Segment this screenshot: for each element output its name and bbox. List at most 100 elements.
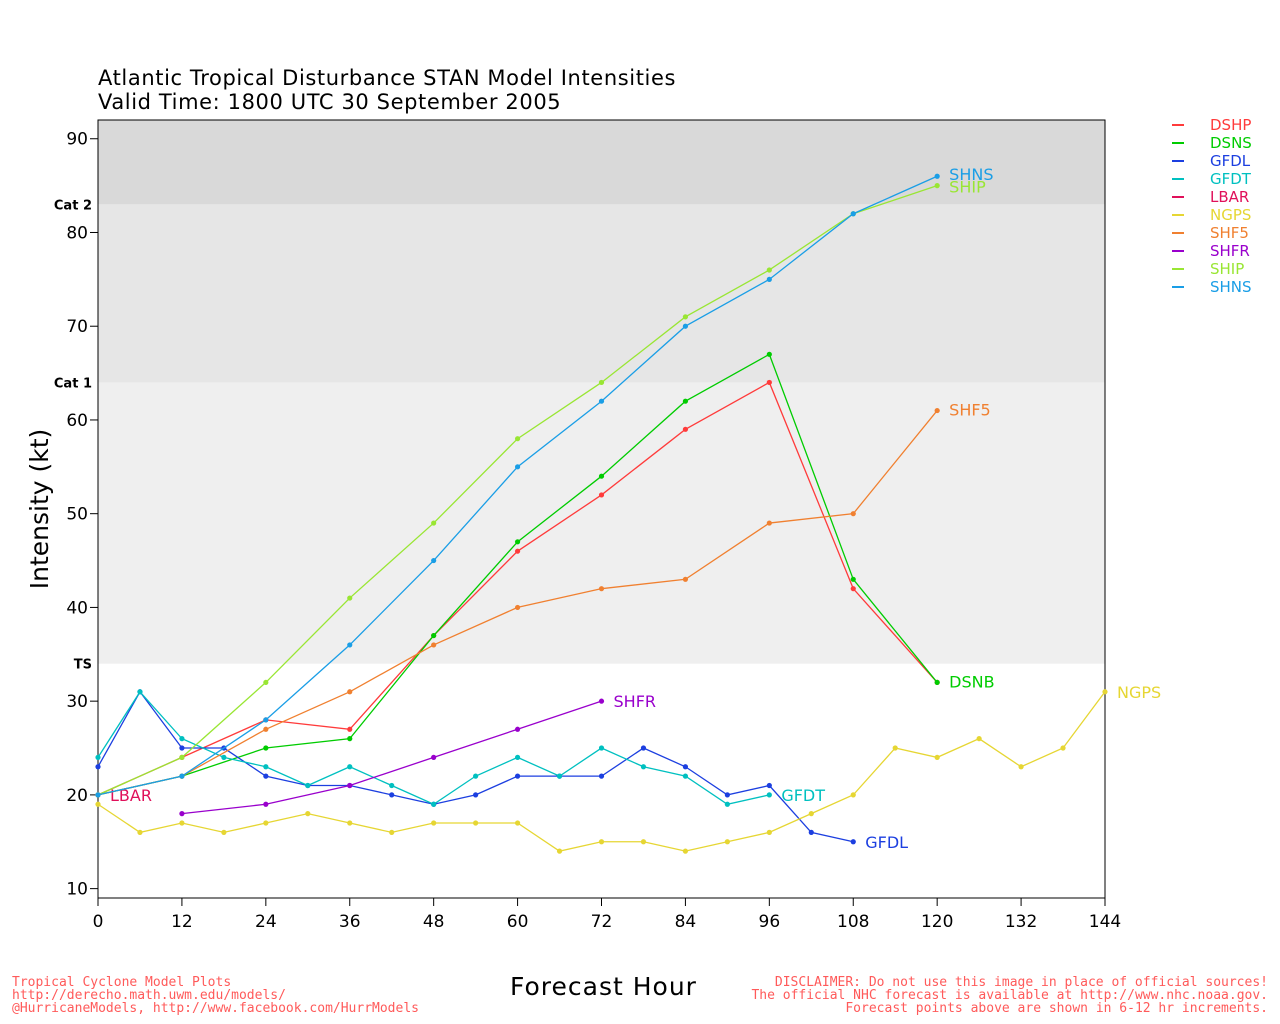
data-point-dsns [934, 679, 940, 686]
x-tick-label: 132 [1005, 912, 1037, 932]
data-point-gfdt [766, 792, 772, 798]
data-point-ngps [389, 829, 395, 835]
series-end-label: SHNS [949, 165, 993, 184]
legend-swatch [1172, 142, 1184, 144]
data-point-ship [598, 379, 605, 386]
data-point-dsns [850, 576, 856, 582]
data-point-shns [347, 642, 353, 648]
data-point-ngps [473, 820, 479, 826]
footer-credits-line[interactable]: @HurricaneModels, http://www.facebook.co… [12, 1001, 419, 1016]
data-point-gfdt [473, 773, 479, 779]
x-tick-label: 0 [93, 912, 104, 932]
footer-credits-line[interactable]: http://derecho.math.uwm.edu/models/ [12, 988, 286, 1003]
data-point-gfdl [473, 792, 479, 798]
data-point-ngps [305, 811, 311, 817]
y-tick-label: 80 [66, 223, 88, 243]
data-point-gfdl [179, 745, 185, 751]
data-point-gfdt [95, 754, 101, 760]
data-point-ngps [221, 829, 227, 835]
x-tick-label: 144 [1089, 912, 1121, 932]
data-point-gfdl [263, 773, 269, 779]
data-point-gfdt [640, 764, 647, 770]
legend-swatch [1172, 196, 1184, 198]
footer-disclaimer-line: The official NHC forecast is available a… [751, 988, 1268, 1003]
legend-label: LBAR [1210, 188, 1250, 206]
data-point-shns [598, 398, 605, 404]
data-point-ngps [514, 820, 521, 826]
data-point-dsns [347, 736, 353, 742]
data-point-gfdt [556, 773, 563, 779]
legend-swatch [1172, 178, 1184, 180]
data-point-shns [934, 173, 940, 179]
data-point-ship [514, 436, 521, 442]
data-point-gfdt [514, 754, 521, 760]
data-point-gfdt [347, 764, 353, 770]
y-tick-label: 30 [66, 692, 88, 712]
data-point-ngps [934, 754, 940, 760]
data-point-gfdl [724, 792, 730, 798]
data-point-gfdl [808, 829, 814, 835]
footer-credits: Tropical Cyclone Model Plots http://dere… [12, 976, 419, 1015]
data-point-shfr [347, 782, 353, 789]
footer-credits-line: Tropical Cyclone Model Plots [12, 975, 232, 990]
data-point-shns [179, 773, 185, 779]
data-point-dshp [682, 426, 689, 432]
data-point-gfdl [514, 773, 521, 779]
data-point-shf5 [766, 520, 772, 526]
data-point-shf5 [934, 407, 940, 414]
data-point-shf5 [347, 689, 353, 695]
legend-swatch [1172, 214, 1184, 216]
data-point-gfdl [389, 792, 395, 798]
data-point-shf5 [682, 576, 689, 582]
data-point-shns [431, 557, 437, 564]
legend-label: DSNS [1210, 134, 1252, 152]
data-point-shfr [514, 726, 521, 732]
data-point-gfdl [850, 839, 856, 845]
y-tick-label: 90 [66, 130, 88, 150]
data-point-ngps [263, 820, 269, 826]
band-label: Cat 1 [54, 376, 92, 391]
series-end-label: SHIP [949, 178, 986, 197]
legend-swatch [1172, 124, 1184, 126]
data-point-ship [682, 314, 689, 320]
series-line-shfr [181, 700, 602, 815]
data-point-ngps [976, 736, 982, 742]
data-point-gfdl [766, 782, 772, 789]
x-tick-label: 96 [759, 912, 781, 932]
band-label: TS [74, 658, 92, 673]
y-tick-label: 10 [66, 880, 88, 900]
x-tick-label: 36 [339, 912, 361, 932]
data-point-ngps [598, 839, 605, 845]
x-tick-label: 120 [921, 912, 953, 932]
y-tick-label: 60 [66, 411, 88, 431]
data-point-gfdt [263, 764, 269, 770]
legend-swatch [1172, 232, 1184, 234]
legend-swatch [1172, 286, 1184, 288]
data-point-dsns [514, 539, 521, 545]
data-point-gfdl [95, 764, 101, 770]
x-tick-label: 108 [837, 912, 869, 932]
data-point-gfdt [305, 782, 311, 789]
data-point-gfdt [682, 773, 689, 779]
data-point-shns [95, 792, 101, 798]
data-point-gfdl [598, 773, 605, 779]
data-point-gfdt [431, 801, 437, 807]
data-point-gfdl [640, 745, 647, 751]
chart-subtitle: Valid Time: 1800 UTC 30 September 2005 [98, 90, 562, 114]
intensity-band [98, 382, 1105, 664]
legend-label: DSHP [1210, 116, 1252, 134]
chart-title: Atlantic Tropical Disturbance STAN Model… [98, 66, 677, 90]
data-point-dshp [347, 726, 353, 732]
y-tick-label: 20 [66, 786, 88, 806]
legend-label: SHIP [1210, 260, 1245, 278]
legend-label: NGPS [1210, 206, 1252, 224]
data-point-dsns [682, 398, 689, 404]
data-point-dshp [514, 548, 521, 554]
data-point-shns [682, 323, 689, 329]
y-tick-label: 70 [66, 317, 88, 337]
data-point-gfdt [137, 689, 143, 695]
x-tick-label: 24 [255, 912, 277, 932]
x-tick-label: 48 [423, 912, 445, 932]
data-point-shf5 [514, 604, 521, 611]
series-end-label: SHF5 [949, 401, 991, 420]
